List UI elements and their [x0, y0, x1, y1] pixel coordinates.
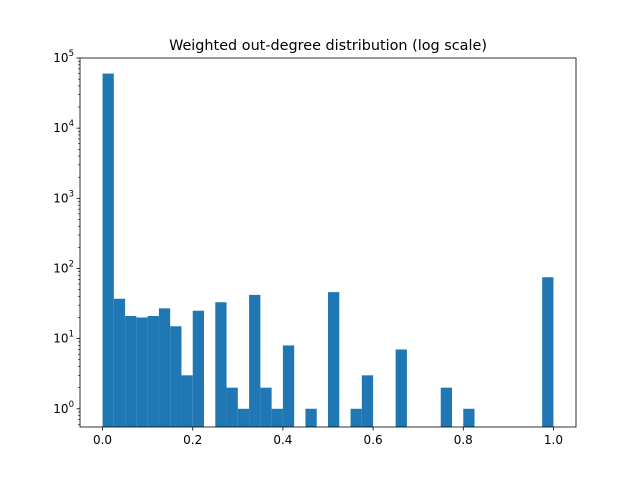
- histogram-bar: [271, 408, 283, 427]
- histogram-bar: [260, 387, 272, 427]
- plot-frame: [79, 57, 577, 428]
- y-tick-label-exponent: 4: [69, 119, 74, 129]
- y-tick-label-base: 10: [53, 51, 68, 65]
- y-tick-label-exponent: 2: [69, 259, 74, 269]
- x-tick-label: 0.4: [273, 433, 292, 447]
- x-tick-label: 0.6: [364, 433, 383, 447]
- y-tick-label-exponent: 3: [69, 189, 74, 199]
- histogram-bar: [350, 408, 362, 427]
- histogram-bar: [542, 277, 554, 427]
- histogram-bar: [113, 298, 126, 427]
- histogram-bar: [305, 408, 317, 427]
- y-tick-label: 104: [53, 119, 74, 135]
- y-tick-label: 101: [53, 330, 74, 346]
- histogram-bar: [249, 294, 261, 427]
- y-tick-label-base: 10: [53, 191, 68, 205]
- y-tick-label-base: 10: [53, 332, 68, 346]
- y-tick-label: 105: [53, 49, 74, 65]
- x-tick-label: 0.0: [93, 433, 112, 447]
- chart-title: Weighted out-degree distribution (log sc…: [169, 38, 487, 54]
- y-tick-label: 103: [53, 189, 74, 205]
- histogram-bar: [226, 387, 238, 427]
- histogram-bar: [170, 326, 182, 427]
- histogram-bar: [125, 316, 137, 427]
- y-tick-label-base: 10: [53, 261, 68, 275]
- y-tick-label-base: 10: [53, 402, 68, 416]
- x-tick-label: 1.0: [544, 433, 563, 447]
- histogram-bar: [147, 316, 159, 427]
- histogram-bar: [102, 73, 114, 427]
- histogram-bar: [158, 308, 171, 427]
- histogram-bar: [328, 292, 340, 427]
- y-tick-label: 102: [53, 259, 74, 275]
- y-tick-label-base: 10: [53, 121, 68, 135]
- x-tick-label: 0.8: [454, 433, 473, 447]
- histogram-bar: [463, 408, 475, 427]
- x-axis-ticks: 0.0 0.2 0.4 0.6 0.8 1.0: [93, 427, 563, 447]
- x-tick-label: 0.2: [183, 433, 202, 447]
- histogram-bar: [237, 408, 250, 427]
- y-tick-label: 100: [53, 400, 74, 416]
- y-tick-label-exponent: 1: [69, 330, 74, 340]
- bars-group: [102, 73, 554, 427]
- histogram-bar: [136, 317, 148, 427]
- histogram-bar: [440, 387, 452, 427]
- histogram-bar: [282, 345, 295, 427]
- histogram-bar: [361, 375, 374, 427]
- histogram-bar: [215, 302, 227, 427]
- histogram-bar: [395, 349, 407, 427]
- histogram-bar: [181, 375, 193, 427]
- y-tick-label-exponent: 5: [69, 49, 74, 59]
- histogram-bar: [192, 310, 204, 427]
- y-tick-label-exponent: 0: [69, 400, 74, 410]
